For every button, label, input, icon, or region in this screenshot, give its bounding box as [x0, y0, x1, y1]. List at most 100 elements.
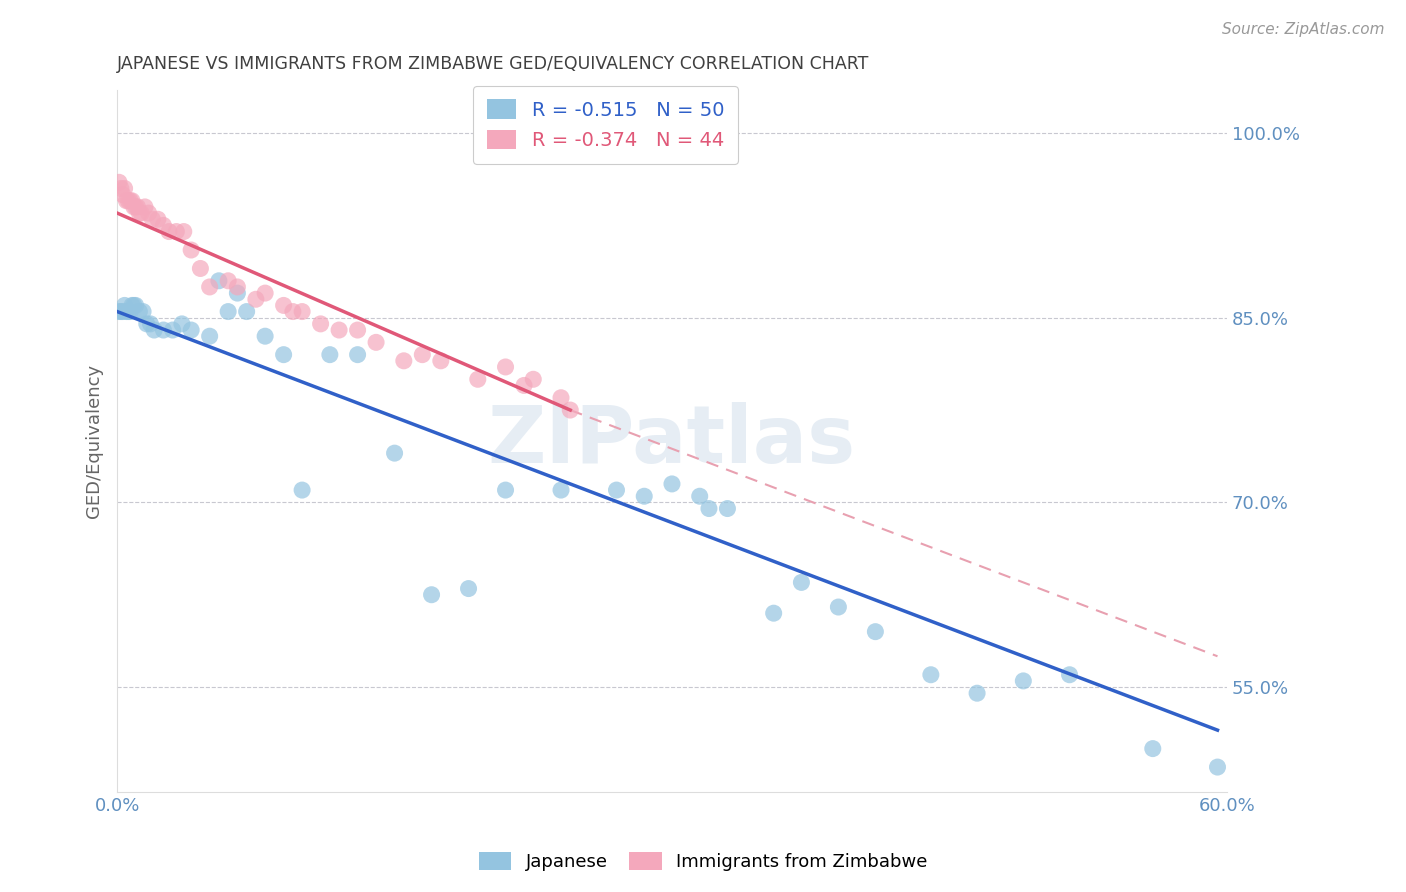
- Point: [560, 403, 582, 417]
- Point: [522, 372, 544, 386]
- Point: [420, 588, 443, 602]
- Point: [198, 280, 221, 294]
- Point: [411, 348, 433, 362]
- Point: [138, 206, 160, 220]
- Point: [115, 194, 138, 208]
- Point: [114, 298, 136, 312]
- Point: [245, 292, 267, 306]
- Point: [346, 323, 368, 337]
- Point: [364, 335, 387, 350]
- Point: [633, 489, 655, 503]
- Point: [291, 483, 314, 497]
- Point: [114, 181, 136, 195]
- Point: [143, 323, 166, 337]
- Point: [120, 194, 142, 208]
- Point: [254, 329, 277, 343]
- Text: ZIPatlas: ZIPatlas: [488, 401, 856, 480]
- Legend: R = -0.515   N = 50, R = -0.374   N = 44: R = -0.515 N = 50, R = -0.374 N = 44: [474, 86, 738, 163]
- Point: [111, 304, 134, 318]
- Point: [173, 225, 195, 239]
- Point: [346, 348, 368, 362]
- Point: [152, 219, 174, 233]
- Point: [139, 317, 162, 331]
- Point: [392, 354, 415, 368]
- Point: [328, 323, 350, 337]
- Point: [384, 446, 406, 460]
- Text: Source: ZipAtlas.com: Source: ZipAtlas.com: [1222, 22, 1385, 37]
- Point: [1012, 673, 1035, 688]
- Point: [152, 323, 174, 337]
- Point: [697, 501, 720, 516]
- Point: [254, 286, 277, 301]
- Point: [180, 323, 202, 337]
- Point: [120, 304, 142, 318]
- Point: [865, 624, 887, 639]
- Point: [309, 317, 332, 331]
- Point: [1142, 741, 1164, 756]
- Point: [762, 606, 785, 620]
- Point: [127, 200, 149, 214]
- Point: [281, 304, 304, 318]
- Point: [132, 304, 155, 318]
- Point: [165, 225, 187, 239]
- Point: [217, 304, 239, 318]
- Point: [661, 477, 683, 491]
- Y-axis label: GED/Equivalency: GED/Equivalency: [86, 364, 103, 518]
- Point: [495, 483, 517, 497]
- Point: [689, 489, 711, 503]
- Point: [128, 304, 150, 318]
- Point: [162, 323, 184, 337]
- Point: [198, 329, 221, 343]
- Point: [110, 304, 132, 318]
- Point: [115, 304, 138, 318]
- Point: [134, 200, 156, 214]
- Point: [110, 181, 132, 195]
- Point: [513, 378, 536, 392]
- Point: [790, 575, 813, 590]
- Point: [111, 187, 134, 202]
- Legend: Japanese, Immigrants from Zimbabwe: Japanese, Immigrants from Zimbabwe: [471, 845, 935, 879]
- Point: [273, 298, 295, 312]
- Point: [920, 667, 942, 681]
- Point: [226, 286, 249, 301]
- Point: [108, 304, 131, 318]
- Point: [430, 354, 453, 368]
- Point: [208, 274, 231, 288]
- Point: [966, 686, 988, 700]
- Point: [128, 206, 150, 220]
- Point: [226, 280, 249, 294]
- Point: [125, 298, 148, 312]
- Point: [117, 304, 139, 318]
- Point: [146, 212, 169, 227]
- Point: [157, 225, 180, 239]
- Point: [217, 274, 239, 288]
- Point: [1059, 667, 1081, 681]
- Text: JAPANESE VS IMMIGRANTS FROM ZIMBABWE GED/EQUIVALENCY CORRELATION CHART: JAPANESE VS IMMIGRANTS FROM ZIMBABWE GED…: [117, 55, 869, 73]
- Point: [135, 317, 157, 331]
- Point: [273, 348, 295, 362]
- Point: [170, 317, 193, 331]
- Point: [235, 304, 257, 318]
- Point: [117, 194, 139, 208]
- Point: [550, 391, 572, 405]
- Point: [108, 175, 131, 189]
- Point: [550, 483, 572, 497]
- Point: [122, 200, 145, 214]
- Point: [291, 304, 314, 318]
- Point: [125, 200, 148, 214]
- Point: [121, 298, 143, 312]
- Point: [190, 261, 212, 276]
- Point: [122, 298, 145, 312]
- Point: [495, 359, 517, 374]
- Point: [129, 206, 152, 220]
- Point: [121, 194, 143, 208]
- Point: [605, 483, 627, 497]
- Point: [457, 582, 479, 596]
- Point: [1206, 760, 1229, 774]
- Point: [827, 600, 849, 615]
- Point: [180, 243, 202, 257]
- Point: [467, 372, 489, 386]
- Point: [716, 501, 738, 516]
- Point: [319, 348, 342, 362]
- Point: [141, 212, 163, 227]
